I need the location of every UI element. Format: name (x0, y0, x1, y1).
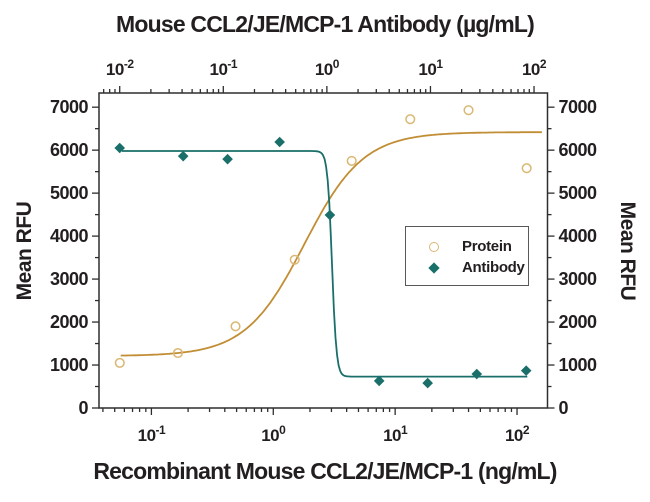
protein-point (346, 155, 357, 166)
y-tick-label-right: 4000 (559, 226, 598, 246)
y-tick-label-left: 1000 (50, 355, 89, 375)
bottom-tick-labels: 10-1 100 101 102 (138, 423, 531, 445)
antibody-point (520, 365, 532, 376)
y-tick-label-right: 3000 (559, 269, 598, 289)
antibody-point (373, 375, 385, 387)
antibody-point (471, 368, 483, 380)
left-y-axis-title: Mean RFU (13, 201, 36, 301)
x-tick-label: 102 (522, 57, 547, 79)
protein-point (289, 254, 300, 265)
antibody-diamond-icon (428, 261, 440, 274)
y-tick-label-left: 0 (78, 398, 88, 418)
legend-item-protein: Protein (406, 236, 528, 257)
y-tick-label-left: 5000 (50, 183, 89, 203)
x-tick-label: 101 (383, 423, 408, 445)
y-tick-label-right: 5000 (559, 183, 598, 203)
protein-point (463, 105, 474, 116)
protein-point (114, 357, 125, 368)
x-tick-label: 100 (261, 423, 286, 445)
x-tick-label: 102 (505, 423, 530, 445)
antibody-point (422, 377, 433, 389)
top-tick-labels: 10-2 10-1 100 101 102 (106, 57, 547, 79)
y-tick-label-right: 6000 (559, 140, 598, 160)
antibody-curve (121, 150, 528, 378)
legend: Protein Antibody (405, 226, 529, 286)
top-axis-ticks (103, 86, 535, 93)
x-tick-label: 10-1 (138, 423, 166, 445)
y-tick-label-left: 4000 (50, 226, 89, 246)
x-tick-label: 10-2 (106, 57, 134, 79)
right-y-axis-title: Mean RFU (616, 201, 639, 301)
legend-label-protein: Protein (462, 238, 512, 255)
y-tick-label-right: 2000 (559, 312, 598, 332)
antibody-point (177, 150, 189, 162)
protein-point (521, 163, 532, 174)
y-tick-label-right: 1000 (559, 355, 598, 375)
legend-item-antibody: Antibody (406, 257, 528, 278)
antibody-point (274, 136, 285, 148)
y-tick-label-right: 7000 (559, 97, 598, 117)
top-axis-title: Mouse CCL2/JE/MCP-1 Antibody (µg/mL) (115, 11, 535, 37)
y-tick-label-left: 3000 (50, 269, 89, 289)
legend-marker-cell (406, 261, 462, 274)
y-tick-label-left: 2000 (50, 312, 89, 332)
x-tick-label: 10-1 (209, 57, 237, 79)
antibody-point (114, 142, 126, 154)
protein-point (230, 321, 241, 332)
x-tick-label: 101 (418, 57, 443, 79)
bottom-axis-ticks (102, 408, 518, 415)
antibody-point (324, 209, 336, 221)
legend-marker-cell (406, 241, 462, 252)
plot-border (98, 92, 549, 409)
protein-curve (120, 131, 542, 357)
protein-point (172, 347, 183, 359)
antibody-points (114, 136, 532, 389)
antibody-point (222, 153, 233, 165)
bottom-axis-title: Recombinant Mouse CCL2/JE/MCP-1 (ng/mL) (93, 458, 557, 484)
protein-circle-icon (429, 241, 439, 252)
y-tick-label-right: 0 (559, 398, 569, 418)
protein-points (114, 105, 532, 368)
y-tick-label-left: 6000 (50, 140, 89, 160)
legend-label-antibody: Antibody (462, 259, 525, 276)
y-tick-label-left: 7000 (50, 97, 89, 117)
protein-point (405, 114, 416, 125)
x-tick-label: 100 (315, 57, 340, 79)
